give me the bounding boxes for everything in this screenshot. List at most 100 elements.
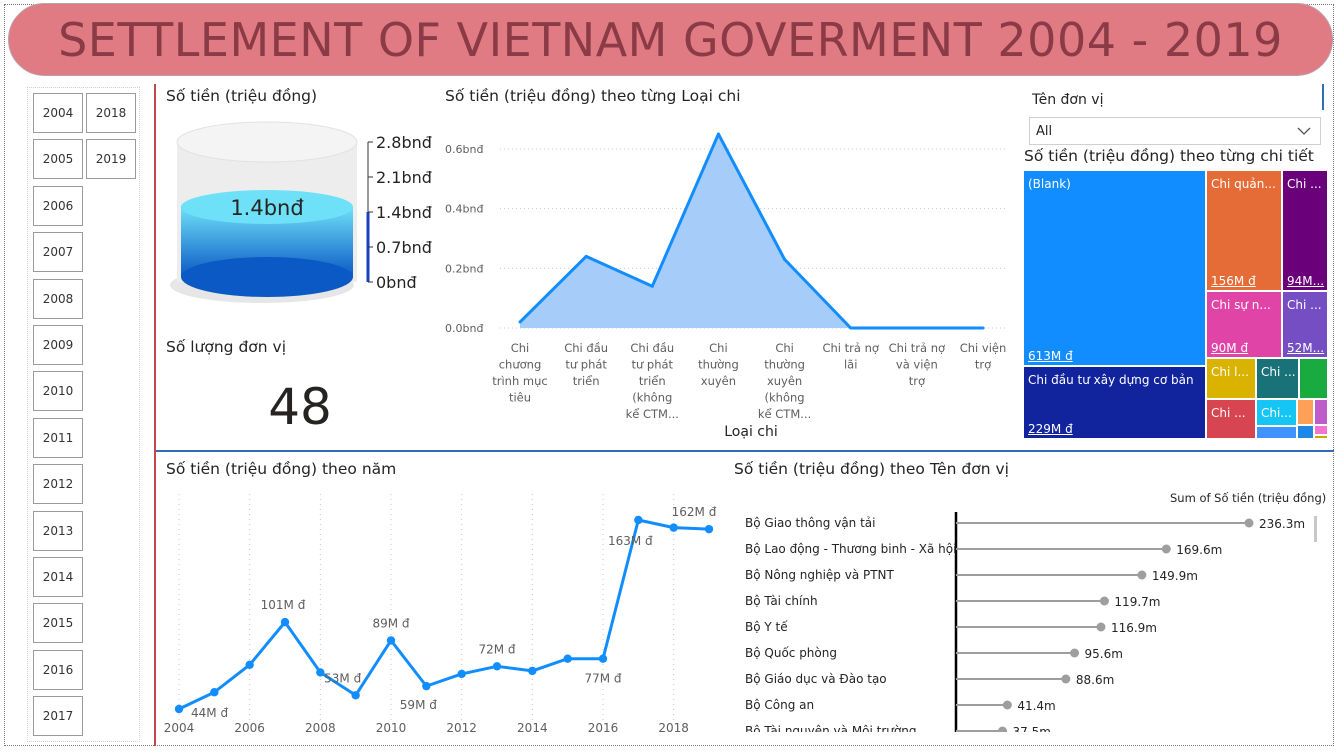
treemap-cell[interactable]	[1314, 435, 1328, 439]
line-point[interactable]	[210, 688, 219, 697]
line-point[interactable]	[386, 636, 396, 645]
line-point[interactable]	[492, 662, 502, 671]
line-point[interactable]	[634, 515, 643, 525]
treemap-cell[interactable]: Chi ...	[1256, 358, 1299, 399]
area-y-tick: 0.2bnđ	[445, 262, 483, 275]
line-x-tick: 2004	[164, 721, 195, 735]
bar-dot[interactable]	[997, 726, 1007, 733]
area-chart-title: Số tiền (triệu đồng) theo từng Loại chi	[445, 87, 741, 105]
bar-dot[interactable]	[1070, 648, 1080, 658]
year-button[interactable]: 2006	[33, 185, 83, 226]
bar-dot[interactable]	[1099, 596, 1109, 606]
line-point[interactable]	[563, 654, 572, 663]
treemap-cell[interactable]: Chi sự n... 90M đ	[1206, 291, 1282, 358]
line-x-tick: 2012	[446, 721, 477, 735]
gauge-liquid-bottom	[181, 257, 353, 297]
year-button[interactable]: 2017	[33, 696, 83, 737]
bar-value-label: 95.6m	[1085, 647, 1123, 661]
line-chart-title: Số tiền (triệu đồng) theo năm	[166, 460, 397, 478]
treemap-cell[interactable]	[1297, 425, 1314, 439]
unit-dropdown[interactable]: All	[1029, 117, 1321, 145]
year-button[interactable]: 2018	[86, 93, 136, 133]
treemap-cell-label: Chi l...	[1211, 365, 1249, 379]
line-point[interactable]	[280, 617, 290, 627]
treemap-cell[interactable]: Chi ... 52M...	[1282, 291, 1328, 358]
year-button[interactable]: 2005	[33, 139, 83, 180]
treemap-cell-label: Chi ...	[1287, 177, 1322, 191]
line-x-tick: 2016	[588, 721, 619, 735]
year-button[interactable]: 2007	[33, 232, 83, 273]
line-point[interactable]	[174, 704, 184, 714]
treemap-cell[interactable]: Chi...	[1256, 399, 1297, 426]
treemap-cell[interactable]: Chi quản... 156M đ	[1206, 170, 1282, 291]
treemap-cell[interactable]	[1256, 426, 1297, 439]
treemap-cell-label: Chi sự n...	[1211, 298, 1271, 312]
line-point[interactable]	[598, 654, 608, 663]
year-button[interactable]: 2004	[33, 93, 83, 133]
area-line	[518, 132, 983, 330]
bar-chart-legend: Sum of Số tiền (triệu đồng)	[1170, 491, 1327, 505]
year-button[interactable]: 2015	[33, 603, 83, 644]
bar-dot[interactable]	[1161, 544, 1171, 554]
treemap-cell-label: Chi ...	[1211, 406, 1246, 420]
bar-chart-scrollbar[interactable]	[1314, 516, 1317, 542]
line-x-tick: 2010	[376, 721, 407, 735]
year-button[interactable]: 2008	[33, 278, 83, 319]
year-button[interactable]: 2016	[33, 649, 83, 690]
year-button[interactable]: 2019	[86, 139, 136, 180]
report-title-banner: SETTLEMENT OF VIETNAM GOVERMENT 2004 - 2…	[8, 3, 1333, 76]
bar-dot[interactable]	[1096, 622, 1106, 632]
line-chart: 2004 2006 2008 2010 2012 2014 2016 2018 44M đ 101…	[164, 494, 717, 735]
treemap-cell-label: (Blank)	[1028, 177, 1071, 191]
year-button[interactable]: 2014	[33, 557, 83, 597]
treemap-cell[interactable]: Chi đầu tư xây dựng cơ bản 229M đ	[1023, 366, 1206, 439]
area-x-tick: Chi thường xuyên	[698, 341, 739, 388]
year-button[interactable]: 2009	[33, 325, 83, 365]
gauge-glass-top	[176, 121, 358, 163]
line-point[interactable]	[457, 669, 466, 679]
bar-category-label: Bộ Nông nghiệp và PTNT	[745, 568, 895, 582]
treemap-cell-value: 90M đ	[1211, 341, 1249, 355]
area-point	[518, 320, 522, 324]
area-point	[783, 257, 787, 261]
line-data-label: 72M đ	[478, 642, 515, 656]
bar-value-label: 236.3m	[1259, 517, 1305, 531]
line-data-label: 101M đ	[261, 598, 306, 612]
bar-category-label: Bộ Lao động - Thương binh - Xã hội	[745, 542, 956, 556]
card-value: 48	[268, 378, 332, 436]
bar-dot[interactable]	[1002, 700, 1012, 710]
line-point[interactable]	[422, 681, 431, 691]
bar-dot[interactable]	[1137, 570, 1147, 580]
line-point[interactable]	[351, 691, 360, 700]
treemap-cell-value: 156M đ	[1211, 274, 1256, 288]
line-series	[178, 518, 710, 711]
line-data-label: 89M đ	[372, 616, 409, 630]
bar-dot[interactable]	[1061, 674, 1071, 684]
year-button[interactable]: 2012	[33, 464, 83, 505]
treemap-cell[interactable]: (Blank) 613M đ	[1023, 170, 1206, 366]
line-point[interactable]	[316, 668, 325, 677]
line-data-label: 163M đ	[608, 534, 653, 548]
bar-dot[interactable]	[1244, 518, 1254, 528]
card-title: Số lượng đơn vị	[166, 338, 287, 356]
treemap-cell[interactable]: Chi ...	[1206, 399, 1256, 439]
treemap-cell[interactable]: Chi ... 94M...	[1282, 170, 1328, 291]
line-point[interactable]	[669, 523, 678, 532]
treemap-cell-value: 229M đ	[1028, 422, 1073, 436]
year-button[interactable]: 2010	[33, 371, 83, 412]
treemap-cell[interactable]	[1314, 425, 1328, 435]
year-button[interactable]: 2013	[33, 510, 83, 551]
treemap-cell[interactable]	[1297, 399, 1314, 425]
area-point	[716, 132, 720, 136]
line-point[interactable]	[704, 524, 714, 534]
treemap-cell[interactable]	[1299, 358, 1328, 399]
treemap-cell[interactable]: Chi l...	[1206, 358, 1256, 399]
line-data-label: 59M đ	[400, 698, 437, 712]
treemap-cell[interactable]	[1314, 399, 1328, 425]
line-point[interactable]	[528, 666, 537, 676]
gauge-liquid-surface	[181, 190, 353, 224]
year-button[interactable]: 2011	[33, 417, 83, 458]
bar-category-label: Bộ Tài nguyên và Môi trường	[745, 724, 916, 732]
line-point[interactable]	[245, 660, 254, 669]
year-slicer	[27, 87, 140, 742]
